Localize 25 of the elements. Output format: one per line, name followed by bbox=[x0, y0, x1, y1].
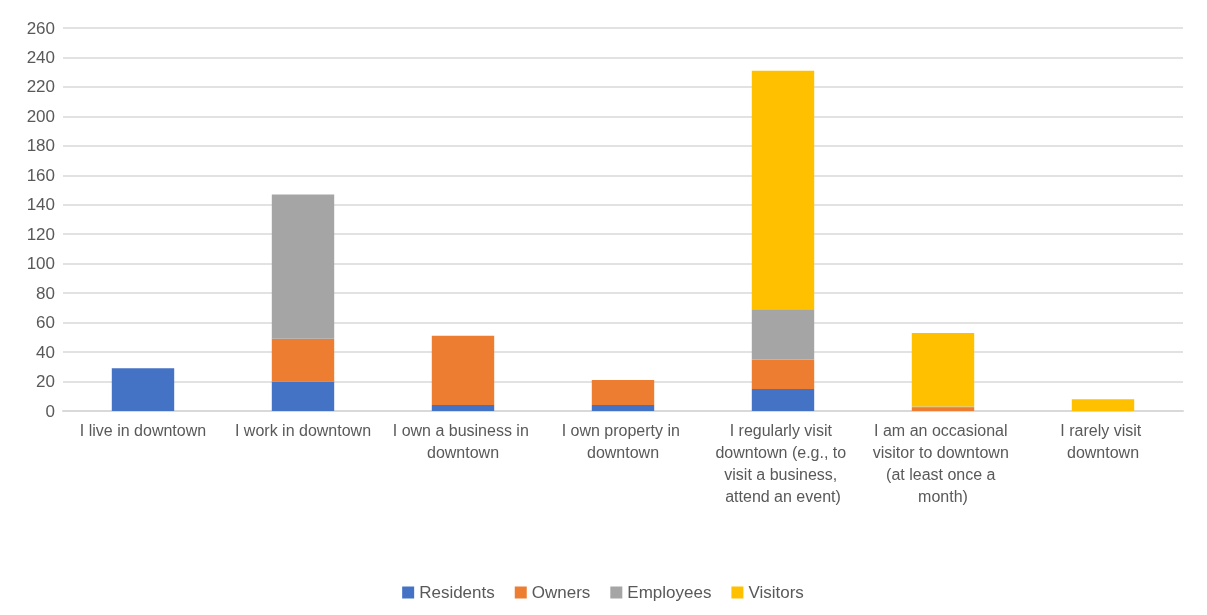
y-tick-label: 80 bbox=[36, 283, 55, 303]
y-tick-label: 220 bbox=[26, 77, 55, 97]
y-tick-label: 0 bbox=[45, 401, 55, 421]
legend-label: Residents bbox=[419, 583, 495, 602]
x-tick-label: I live in downtown bbox=[79, 421, 207, 439]
x-tick-label: I rarely visit downtown bbox=[1060, 421, 1146, 461]
y-tick-label: 200 bbox=[26, 106, 55, 126]
y-tick-label: 260 bbox=[26, 18, 55, 38]
x-tick-label: I regularly visit downtown (e.g., to visit a business, attend an event) bbox=[715, 421, 851, 505]
legend-label: Owners bbox=[531, 583, 591, 602]
y-tick-label: 140 bbox=[26, 195, 55, 215]
x-tick-label: I work in downtown bbox=[234, 421, 372, 439]
y-tick-label: 180 bbox=[26, 136, 55, 156]
y-tick-label: 240 bbox=[26, 47, 55, 67]
x-tick-label: I am an occasional visitor to downtown (at least once a month) bbox=[872, 421, 1014, 505]
x-tick-label: I own property in downtown bbox=[561, 421, 685, 461]
y-tick-label: 40 bbox=[36, 342, 55, 362]
y-tick-label: 60 bbox=[36, 313, 55, 333]
y-tick-label: 160 bbox=[26, 165, 55, 185]
y-tick-label: 20 bbox=[36, 372, 55, 392]
legend-label: Visitors bbox=[748, 583, 804, 602]
y-tick-label: 120 bbox=[26, 224, 55, 244]
legend-label: Employees bbox=[627, 583, 712, 602]
x-tick-label: I own a business in downtown bbox=[392, 421, 534, 461]
y-tick-label: 100 bbox=[26, 254, 55, 274]
